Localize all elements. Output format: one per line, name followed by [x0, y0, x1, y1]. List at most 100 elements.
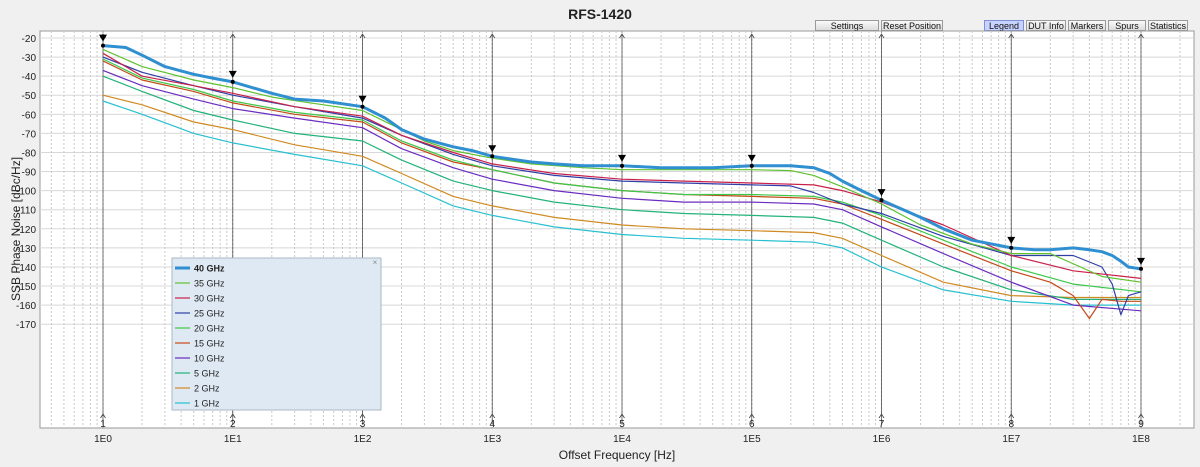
- chart-title: RFS-1420: [568, 6, 632, 22]
- marker-layer: [99, 34, 1145, 271]
- marker-point: [620, 163, 624, 168]
- y-tick-label: -130: [16, 244, 36, 255]
- marker-number-label: 4: [489, 419, 495, 430]
- marker-number-label: 7: [879, 419, 885, 430]
- x-tick-label: 1E7: [1002, 434, 1020, 445]
- grid: [40, 31, 1194, 428]
- marker-number-label: 5: [619, 419, 625, 430]
- marker-bottom-arrow: [100, 413, 106, 419]
- marker-number-label: 9: [1138, 419, 1144, 430]
- marker-number-label: 3: [360, 419, 366, 430]
- series-line: [102, 52, 1142, 279]
- y-tick-label: -150: [16, 282, 36, 293]
- marker-triangle: [1137, 257, 1145, 265]
- x-tick-label: 1E0: [94, 434, 112, 445]
- y-tick-label: -110: [17, 206, 37, 217]
- marker-top-arrow: [1008, 33, 1015, 39]
- y-tick-label: -100: [16, 187, 36, 198]
- marker-triangle: [618, 154, 626, 162]
- tick-labels: -20 -30 -40 -50 -60 -70 -80 -90 -100 -110 -120 -130…: [16, 34, 1150, 445]
- marker-point: [749, 163, 754, 168]
- x-tick-label: 1E5: [743, 434, 761, 445]
- series-line: [102, 44, 1142, 271]
- series-line: [102, 100, 1141, 306]
- marker-top-arrow: [878, 33, 885, 39]
- series-line: [102, 75, 1141, 300]
- y-tick-label: -170: [16, 320, 36, 331]
- y-tick-label: -80: [22, 148, 37, 159]
- marker-top-arrow: [489, 33, 496, 39]
- marker-bottom-arrow: [1138, 413, 1144, 419]
- marker-triangle: [877, 189, 886, 197]
- y-tick-label: -60: [22, 110, 37, 121]
- marker-bottom-arrow: [489, 413, 496, 419]
- legend-label: 5 GHz: [194, 369, 220, 379]
- series-line: [102, 60, 1141, 320]
- x-tick-label: 1E2: [354, 434, 372, 445]
- marker-bottom-arrow: [619, 413, 625, 419]
- legend-label: 20 GHz: [194, 324, 225, 334]
- y-tick-label: -50: [22, 91, 37, 102]
- y-tick-label: -30: [22, 53, 37, 64]
- legend-label: 10 GHz: [194, 354, 225, 364]
- marker-triangle: [99, 34, 107, 42]
- legend-label: 30 GHz: [194, 294, 225, 304]
- marker-bottom-arrow: [878, 413, 885, 419]
- x-tick-label: 1E1: [224, 434, 242, 445]
- x-axis-label: Offset Frequency [Hz]: [559, 448, 676, 462]
- y-tick-label: -140: [16, 263, 36, 274]
- marker-lines: 1 2 3 4 5 6 7 8 9: [100, 33, 1144, 430]
- y-tick-label: -120: [16, 225, 36, 236]
- marker-number-label: 2: [230, 419, 236, 430]
- legend-box: [171, 257, 382, 411]
- marker-triangle: [228, 70, 237, 78]
- x-tick-label: 1E3: [483, 434, 501, 445]
- y-axis-label: SSB Phase Noise [dBc/Hz]: [9, 157, 23, 301]
- legend-label: 35 GHz: [194, 279, 225, 289]
- marker-point: [360, 104, 365, 109]
- marker-point: [230, 79, 235, 84]
- legend-label: 2 GHz: [194, 384, 220, 394]
- marker-point: [879, 198, 884, 203]
- marker-point: [1139, 266, 1143, 271]
- series-layer: [102, 44, 1142, 320]
- marker-triangle: [747, 154, 756, 162]
- marker-triangle: [1007, 236, 1016, 244]
- legend[interactable]: × 40 GHz 35 GHz 30 GHz 25 GHz 20 GHz 15 GHz 10…: [171, 257, 382, 411]
- marker-point: [101, 43, 105, 48]
- marker-bottom-arrow: [748, 413, 755, 419]
- x-tick-label: 1E4: [613, 434, 631, 445]
- y-tick-label: -70: [22, 129, 37, 140]
- marker-triangle: [488, 145, 497, 153]
- marker-point: [490, 154, 495, 159]
- y-tick-label: -40: [22, 72, 37, 83]
- series-line: [102, 48, 1142, 283]
- y-tick-label: -20: [22, 34, 37, 45]
- legend-close-icon[interactable]: ×: [373, 258, 378, 267]
- series-line: [102, 69, 1142, 312]
- legend-label: 25 GHz: [194, 309, 225, 319]
- marker-number-label: 6: [749, 419, 755, 430]
- marker-triangle: [358, 95, 367, 103]
- series-line: [102, 58, 1142, 293]
- marker-bottom-arrow: [359, 413, 366, 419]
- marker-number-label: 8: [1008, 419, 1014, 430]
- series-line: [102, 94, 1141, 299]
- marker-number-label: 1: [100, 419, 106, 430]
- marker-top-arrow: [1138, 33, 1144, 39]
- marker-top-arrow: [359, 33, 366, 39]
- x-tick-label: 1E6: [873, 434, 891, 445]
- legend-label: 1 GHz: [194, 399, 220, 409]
- y-tick-label: -160: [16, 301, 36, 312]
- legend-label: 15 GHz: [194, 339, 225, 349]
- y-tick-label: -90: [22, 168, 37, 179]
- marker-point: [1009, 245, 1014, 250]
- marker-top-arrow: [229, 33, 236, 39]
- x-tick-label: 1E8: [1132, 434, 1150, 445]
- marker-bottom-arrow: [1008, 413, 1015, 419]
- marker-top-arrow: [619, 33, 625, 39]
- marker-bottom-arrow: [229, 413, 236, 419]
- legend-label: 40 GHz: [194, 264, 225, 274]
- marker-top-arrow: [748, 33, 755, 39]
